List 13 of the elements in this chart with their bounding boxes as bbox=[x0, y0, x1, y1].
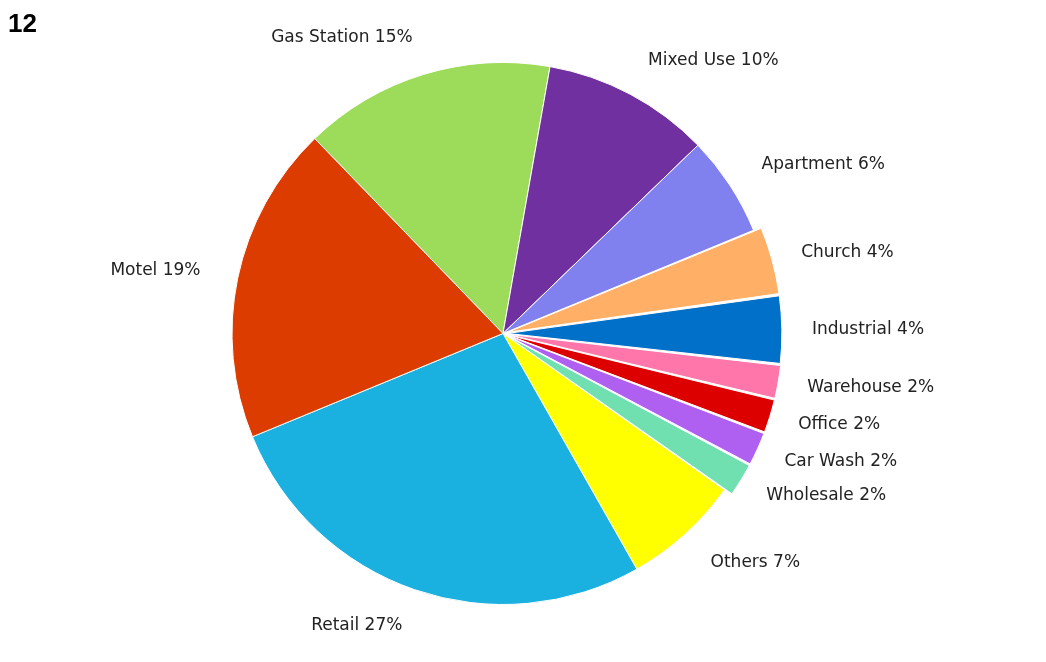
slice-label: Warehouse 2% bbox=[807, 375, 935, 396]
slice-label: Motel 19% bbox=[110, 258, 201, 279]
slice-label: Mixed Use 10% bbox=[648, 49, 779, 70]
slice-label: Apartment 6% bbox=[761, 152, 885, 173]
slice-label: Wholesale 2% bbox=[766, 483, 887, 504]
slice-label: Office 2% bbox=[798, 413, 881, 434]
slice-label: Church 4% bbox=[801, 240, 894, 261]
chart-title: 12 bbox=[8, 8, 37, 39]
slice-label: Industrial 4% bbox=[811, 317, 925, 338]
slice-label: Gas Station 15% bbox=[271, 26, 413, 47]
slice-label: Others 7% bbox=[710, 550, 801, 571]
slice-label: Car Wash 2% bbox=[784, 449, 898, 470]
slice-label: Retail 27% bbox=[311, 614, 403, 635]
